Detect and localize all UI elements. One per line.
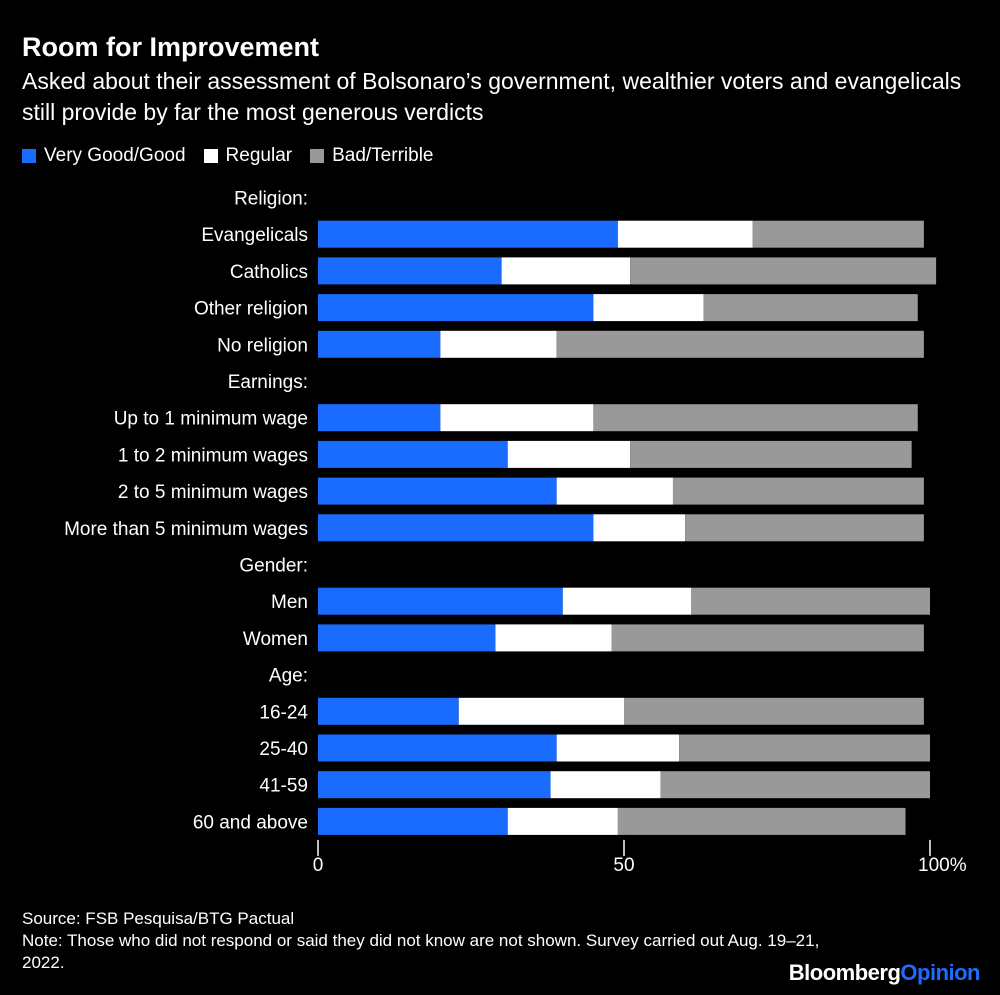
- bar-up-to-1-minimum-wage-bad-terrible: [593, 404, 918, 432]
- bar-25-40-very-good-good: [318, 734, 557, 762]
- bar-no-religion-regular: [440, 330, 557, 358]
- row-label-25-40: 25-40: [259, 739, 308, 760]
- bar-1-to-2-minimum-wages-bad-terrible: [630, 440, 912, 468]
- bar-women-very-good-good: [318, 624, 496, 652]
- legend-swatch-very-good: [22, 149, 36, 163]
- legend-item-very-good: Very Good/Good: [22, 145, 186, 167]
- bar-more-than-5-minimum-wages-very-good-good: [318, 514, 594, 542]
- legend: Very Good/Good Regular Bad/Terrible: [22, 145, 451, 167]
- row-label-catholics: Catholics: [230, 262, 308, 283]
- x-tick-label-0: 0: [313, 855, 324, 876]
- group-label-gender: Gender:: [239, 556, 308, 577]
- bar-60-and-above-bad-terrible: [617, 807, 906, 835]
- legend-item-regular: Regular: [203, 145, 293, 167]
- bar-2-to-5-minimum-wages-regular: [556, 477, 673, 505]
- row-label-no-religion: No religion: [217, 335, 308, 356]
- bar-41-59-bad-terrible: [660, 771, 930, 799]
- bar-60-and-above-very-good-good: [318, 807, 508, 835]
- bar-men-regular: [562, 587, 692, 615]
- row-label-2-to-5-minimum-wages: 2 to 5 minimum wages: [118, 482, 308, 503]
- bar-evangelicals-very-good-good: [318, 220, 618, 248]
- x-tick-label-50: 50: [613, 855, 634, 876]
- logo-bloomberg: Bloomberg: [788, 960, 901, 985]
- bar-evangelicals-bad-terrible: [752, 220, 924, 248]
- legend-item-bad: Bad/Terrible: [310, 145, 433, 167]
- legend-label-bad: Bad/Terrible: [332, 145, 434, 166]
- bar-catholics-very-good-good: [318, 257, 502, 285]
- bar-men-very-good-good: [318, 587, 563, 615]
- bar-41-59-regular: [550, 771, 661, 799]
- bar-other-religion-very-good-good: [318, 294, 594, 322]
- bar-more-than-5-minimum-wages-regular: [593, 514, 686, 542]
- bar-1-to-2-minimum-wages-regular: [507, 440, 631, 468]
- bar-25-40-regular: [556, 734, 680, 762]
- row-label-up-to-1-minimum-wage: Up to 1 minimum wage: [114, 409, 308, 430]
- row-label-60-and-above: 60 and above: [193, 812, 308, 833]
- row-label-more-than-5-minimum-wages: More than 5 minimum wages: [64, 519, 308, 540]
- row-label-women: Women: [243, 629, 308, 650]
- legend-swatch-regular: [203, 149, 218, 163]
- bloomberg-opinion-logo: BloombergOpinion: [788, 960, 981, 986]
- bar-60-and-above-regular: [507, 807, 618, 835]
- row-label-16-24: 16-24: [259, 702, 308, 723]
- legend-swatch-bad: [310, 149, 325, 163]
- bar-2-to-5-minimum-wages-very-good-good: [318, 477, 557, 505]
- bar-16-24-bad-terrible: [624, 697, 924, 725]
- row-label-men: Men: [271, 592, 308, 613]
- bar-41-59-very-good-good: [318, 771, 551, 799]
- footer: Source: FSB Pesquisa/BTG Pactual Note: T…: [22, 908, 822, 974]
- bar-women-bad-terrible: [611, 624, 924, 652]
- bar-evangelicals-regular: [617, 220, 753, 248]
- source-note: Source: FSB Pesquisa/BTG Pactual: [22, 909, 295, 928]
- bar-1-to-2-minimum-wages-very-good-good: [318, 440, 508, 468]
- row-label-evangelicals: Evangelicals: [201, 225, 308, 246]
- bar-2-to-5-minimum-wages-bad-terrible: [672, 477, 924, 505]
- bar-up-to-1-minimum-wage-very-good-good: [318, 404, 441, 432]
- bar-catholics-regular: [501, 257, 631, 285]
- bar-up-to-1-minimum-wage-regular: [440, 404, 594, 432]
- bar-women-regular: [495, 624, 612, 652]
- group-label-age: Age:: [269, 666, 308, 687]
- group-label-religion: Religion:: [234, 189, 308, 210]
- bar-no-religion-bad-terrible: [556, 330, 924, 358]
- row-label-1-to-2-minimum-wages: 1 to 2 minimum wages: [118, 445, 308, 466]
- survey-note: Note: Those who did not respond or said …: [22, 931, 820, 972]
- legend-label-very-good: Very Good/Good: [44, 145, 186, 166]
- bar-no-religion-very-good-good: [318, 330, 441, 358]
- bar-other-religion-bad-terrible: [703, 294, 918, 322]
- bar-16-24-regular: [458, 697, 624, 725]
- group-label-earnings: Earnings:: [228, 372, 308, 393]
- chart-title: Room for Improvement: [22, 32, 320, 62]
- bar-men-bad-terrible: [691, 587, 930, 615]
- bar-16-24-very-good-good: [318, 697, 459, 725]
- legend-label-regular: Regular: [225, 145, 293, 166]
- logo-opinion: Opinion: [900, 960, 980, 985]
- row-label-41-59: 41-59: [259, 776, 308, 797]
- x-tick-label-100: 100%: [918, 855, 967, 876]
- bar-more-than-5-minimum-wages-bad-terrible: [685, 514, 924, 542]
- bar-catholics-bad-terrible: [630, 257, 937, 285]
- row-label-other-religion: Other religion: [194, 299, 308, 320]
- bar-other-religion-regular: [593, 294, 704, 322]
- chart-subtitle: Asked about their assessment of Bolsonar…: [22, 68, 962, 125]
- bar-25-40-bad-terrible: [679, 734, 930, 762]
